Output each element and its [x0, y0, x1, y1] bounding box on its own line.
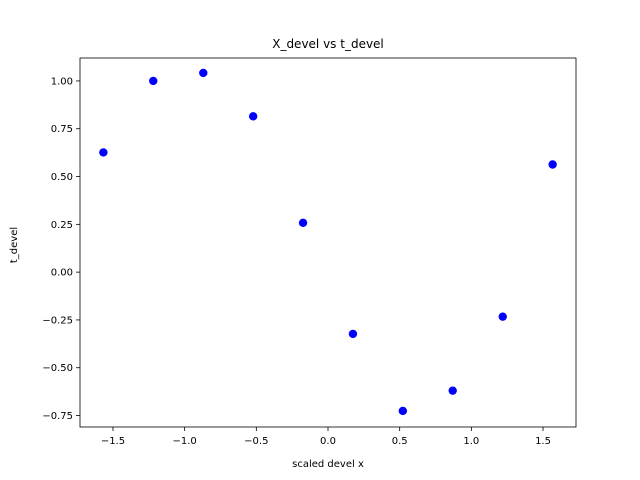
y-axis-label: t_devel	[9, 227, 20, 263]
x-tick-label-0: −1.5	[101, 436, 125, 447]
x-tick-label-5: 1.0	[463, 436, 479, 447]
plot-area: −1.5 −1.0 −0.5 0.0 0.5 1.0 1.5 −0.75 −0.50 −0.25 0…	[42, 57, 577, 447]
x-tick-label-1: −1.0	[172, 436, 196, 447]
y-tick-label-1: −0.50	[42, 363, 73, 374]
data-point-0	[99, 148, 108, 157]
data-point-3	[248, 112, 258, 121]
y-tick-label-2: −0.25	[42, 315, 73, 326]
data-point-2	[199, 68, 208, 78]
x-tick-label-4: 0.5	[392, 436, 408, 447]
x-axis-label: scaled devel x	[292, 459, 364, 470]
y-tick-label-0: −0.75	[42, 411, 73, 422]
data-point-8	[498, 312, 507, 321]
data-point-6	[398, 406, 408, 416]
data-point-9	[548, 160, 557, 169]
y-tick-label-4: 0.25	[51, 220, 73, 231]
y-tick-label-5: 0.50	[51, 172, 73, 183]
data-point-5	[348, 329, 358, 339]
chart-title: X_devel vs t_devel	[272, 37, 384, 51]
x-tick-label-6: 1.5	[535, 436, 551, 447]
y-tick-label-7: 1.00	[51, 76, 73, 87]
y-tick-label-3: 0.00	[51, 268, 73, 279]
data-point-7	[448, 386, 457, 395]
x-tick-label-2: −0.5	[244, 436, 268, 447]
data-point-1	[149, 76, 158, 86]
x-tick-label-3: 0.0	[320, 436, 336, 447]
data-point-4	[298, 218, 308, 228]
y-tick-label-6: 0.75	[51, 124, 73, 135]
